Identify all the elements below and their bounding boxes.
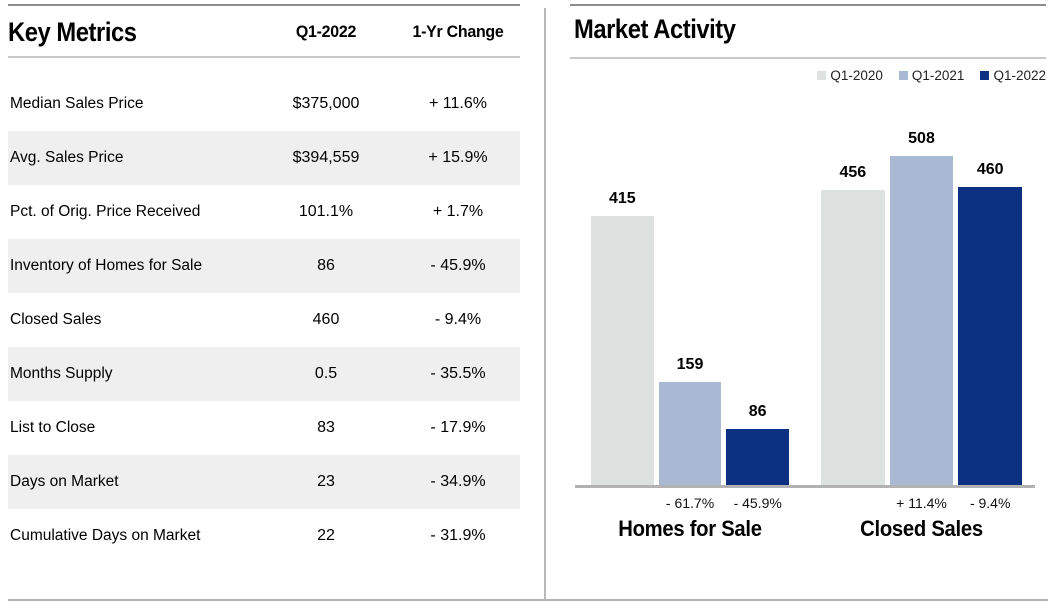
metric-value: 86 bbox=[317, 257, 335, 274]
table-row: Median Sales Price $375,000 + 11.6% bbox=[8, 77, 520, 131]
column-header-q1-2022: Q1-2022 bbox=[295, 22, 357, 41]
metric-label: Days on Market bbox=[10, 473, 119, 490]
key-metrics-header-rule bbox=[8, 56, 520, 58]
bar-rect bbox=[889, 156, 954, 485]
key-metrics-top-rule bbox=[8, 4, 520, 6]
bar-chart-plot: 415 159 - 61.7% 86 - 45.9% Homes for Sale 456 5… bbox=[575, 130, 1035, 541]
metric-label: Closed Sales bbox=[10, 311, 102, 328]
metric-label: Pct. of Orig. Price Received bbox=[10, 203, 201, 220]
metric-label: Months Supply bbox=[10, 365, 113, 382]
legend-label: Q1-2022 bbox=[993, 68, 1046, 83]
market-activity-title: Market Activity bbox=[574, 14, 736, 44]
table-row: Avg. Sales Price $394,559 + 15.9% bbox=[8, 131, 520, 185]
x-axis-line bbox=[575, 485, 1035, 488]
vertical-divider bbox=[544, 8, 546, 600]
key-metrics-header: Key Metrics Q1-2022 1-Yr Change bbox=[8, 14, 520, 50]
metric-value: $375,000 bbox=[292, 95, 360, 112]
change-pct-label: - 9.4% bbox=[969, 495, 1011, 511]
category-label-homes-for-sale: Homes for Sale bbox=[618, 516, 762, 541]
bar-value-label: 159 bbox=[676, 356, 704, 373]
legend-item-q1-2022: Q1-2022 bbox=[980, 68, 1046, 83]
table-row: Months Supply 0.5 - 35.5% bbox=[8, 347, 520, 401]
bar-value-label: 508 bbox=[908, 130, 935, 147]
legend-item-q1-2021: Q1-2021 bbox=[898, 68, 965, 83]
metric-change: + 15.9% bbox=[428, 149, 488, 166]
metric-change: - 9.4% bbox=[434, 311, 482, 328]
metric-value: 460 bbox=[312, 311, 340, 328]
bar-column-q1-2020: 415 bbox=[591, 190, 654, 485]
chart-legend: Q1-2020 Q1-2021 Q1-2022 bbox=[817, 68, 1046, 83]
metric-value: 101.1% bbox=[298, 203, 354, 220]
legend-swatch-icon bbox=[980, 71, 990, 80]
metric-label: List to Close bbox=[10, 419, 96, 436]
key-metrics-title: Key Metrics bbox=[8, 16, 137, 47]
metric-change: - 35.5% bbox=[430, 365, 486, 382]
market-activity-top-rule bbox=[570, 4, 1046, 6]
bar-value-label: 86 bbox=[748, 403, 767, 420]
metric-label: Cumulative Days on Market bbox=[10, 527, 201, 544]
bar-rect bbox=[958, 187, 1023, 485]
bar-column-q1-2020: 456 bbox=[821, 164, 885, 485]
metric-change: - 34.9% bbox=[430, 473, 486, 490]
bar-column-q1-2021: 508 + 11.4% bbox=[889, 130, 954, 511]
bar-value-label: 415 bbox=[608, 190, 636, 207]
bar-value-label: 456 bbox=[839, 164, 867, 181]
metric-change: + 11.6% bbox=[429, 95, 487, 112]
table-row: Pct. of Orig. Price Received 101.1% + 1.7% bbox=[8, 185, 520, 239]
metric-value: 83 bbox=[317, 419, 335, 436]
legend-swatch-icon bbox=[898, 71, 908, 80]
metric-label: Avg. Sales Price bbox=[10, 149, 124, 166]
bar-group-closed-sales: 456 508 + 11.4% 460 - 9.4% bbox=[821, 130, 1023, 511]
bar-rect bbox=[726, 429, 790, 485]
metric-label: Inventory of Homes for Sale bbox=[10, 257, 203, 274]
legend-item-q1-2020: Q1-2020 bbox=[817, 68, 883, 83]
market-activity-panel: Market Activity Q1-2020 Q1-2021 Q1-2022 41… bbox=[545, 0, 1060, 615]
change-pct-label: + 11.4% bbox=[896, 495, 947, 511]
metric-change: + 1.7% bbox=[432, 203, 484, 220]
bar-column-q1-2021: 159 - 61.7% bbox=[658, 356, 722, 511]
bar-rect bbox=[591, 216, 654, 485]
bar-column-q1-2022: 86 - 45.9% bbox=[726, 403, 790, 511]
metric-change: - 17.9% bbox=[430, 419, 486, 436]
key-metrics-rows: Median Sales Price $375,000 + 11.6% Avg. Sa… bbox=[8, 77, 520, 563]
metric-change: - 31.9% bbox=[430, 527, 486, 544]
table-row: Cumulative Days on Market 22 - 31.9% bbox=[8, 509, 520, 563]
change-pct-label: - 45.9% bbox=[733, 495, 782, 511]
table-row: Days on Market 23 - 34.9% bbox=[8, 455, 520, 509]
bar-group-homes-for-sale: 415 159 - 61.7% 86 - 45.9% bbox=[591, 190, 790, 511]
bar-column-q1-2022: 460 - 9.4% bbox=[958, 161, 1023, 511]
bar-rect bbox=[821, 190, 885, 485]
change-pct-label: - 61.7% bbox=[665, 495, 715, 511]
column-header-1yr-change: 1-Yr Change bbox=[412, 22, 504, 41]
metric-value: $394,559 bbox=[292, 149, 360, 166]
table-row: List to Close 83 - 17.9% bbox=[8, 401, 520, 455]
table-row: Inventory of Homes for Sale 86 - 45.9% bbox=[8, 239, 520, 293]
legend-label: Q1-2020 bbox=[830, 68, 883, 83]
legend-label: Q1-2021 bbox=[911, 68, 965, 83]
metric-value: 23 bbox=[317, 473, 335, 490]
metric-value: 22 bbox=[317, 527, 335, 544]
table-row: Closed Sales 460 - 9.4% bbox=[8, 293, 520, 347]
market-activity-header-rule bbox=[570, 57, 1046, 59]
key-metrics-panel: Key Metrics Q1-2022 1-Yr Change Median S… bbox=[8, 0, 520, 615]
legend-swatch-icon bbox=[817, 71, 827, 80]
bar-rect bbox=[658, 382, 722, 485]
bottom-rule bbox=[8, 599, 1048, 601]
category-label-closed-sales: Closed Sales bbox=[860, 516, 983, 541]
metric-value: 0.5 bbox=[314, 365, 338, 382]
metric-change: - 45.9% bbox=[430, 257, 486, 274]
bar-value-label: 460 bbox=[976, 161, 1004, 178]
metric-label: Median Sales Price bbox=[10, 95, 144, 112]
